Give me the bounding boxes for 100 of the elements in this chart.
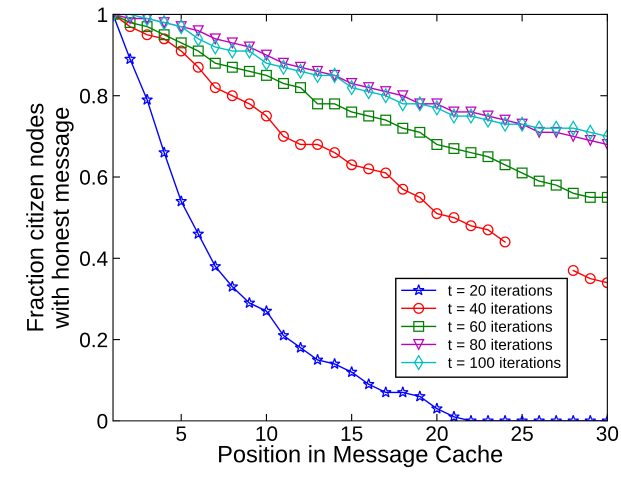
point	[142, 21, 153, 32]
point	[192, 46, 204, 56]
point	[431, 98, 442, 110]
point	[278, 78, 289, 90]
point	[294, 342, 306, 353]
point	[260, 110, 272, 122]
point	[243, 296, 256, 308]
point	[210, 33, 221, 44]
point	[448, 410, 460, 421]
point	[175, 195, 188, 207]
point	[210, 82, 221, 94]
point	[312, 354, 324, 366]
point	[312, 66, 324, 77]
point	[312, 139, 324, 150]
point	[584, 273, 596, 284]
point	[465, 106, 476, 118]
point	[142, 29, 153, 40]
point	[329, 98, 340, 110]
x-axis-title: Position in Message Cache	[219, 445, 502, 468]
point	[568, 130, 579, 142]
point	[346, 366, 358, 378]
point	[260, 50, 272, 61]
legend-label: t = 100 iterations	[448, 356, 561, 368]
point	[396, 386, 409, 398]
point	[550, 180, 562, 191]
point	[158, 146, 170, 158]
point	[226, 37, 238, 48]
point	[363, 82, 374, 94]
x-tick-label: 30	[596, 426, 618, 442]
point	[550, 126, 562, 138]
point	[124, 17, 136, 28]
point	[397, 90, 408, 102]
y-tick-label: 0.8	[80, 88, 108, 104]
point	[210, 58, 221, 69]
point	[500, 114, 511, 126]
x-tick-label: 5	[176, 426, 186, 442]
point	[328, 358, 341, 370]
point	[380, 167, 392, 178]
point	[158, 33, 170, 44]
y-tick-label: 1	[98, 8, 108, 22]
point	[568, 188, 579, 199]
point	[414, 390, 426, 402]
point	[226, 90, 238, 102]
legend-label: t = 80 iterations	[448, 338, 552, 350]
y-tick-label: 0.2	[80, 332, 108, 348]
point	[500, 236, 511, 248]
point	[295, 139, 306, 150]
point	[516, 167, 528, 178]
y-tick-label: 0.4	[80, 251, 108, 266]
point	[176, 46, 187, 56]
y-tick-label: 0.6	[80, 170, 108, 185]
point	[534, 176, 545, 187]
point	[192, 62, 204, 73]
point	[226, 280, 238, 292]
point	[584, 134, 596, 146]
point	[380, 86, 392, 98]
point	[124, 21, 136, 32]
point	[244, 66, 255, 77]
point	[414, 192, 426, 203]
point	[209, 260, 222, 272]
point	[260, 304, 272, 316]
point	[397, 122, 408, 134]
point	[431, 208, 442, 220]
point	[465, 147, 476, 158]
point	[568, 265, 579, 276]
point	[448, 212, 460, 224]
point	[329, 147, 340, 158]
point	[192, 228, 204, 240]
x-tick-label: 20	[426, 426, 448, 442]
point	[278, 329, 290, 341]
point	[363, 163, 374, 174]
legend-label: t = 40 iterations	[448, 302, 552, 314]
point	[380, 114, 392, 126]
point	[278, 58, 289, 69]
point	[295, 82, 306, 94]
y-axis-title: Fraction citizen nodes with honest message	[26, 104, 74, 331]
y-tick-label: 0	[97, 414, 108, 429]
point	[244, 41, 255, 52]
point	[362, 378, 375, 390]
point	[295, 62, 306, 73]
point	[192, 25, 204, 36]
point	[363, 110, 374, 122]
point	[278, 130, 289, 142]
x-tick-label: 25	[512, 426, 533, 442]
point	[244, 98, 255, 110]
x-tick-label: 10	[256, 426, 278, 442]
point	[482, 224, 494, 236]
point	[534, 126, 545, 138]
point	[312, 98, 324, 110]
legend-label: t = 20 iterations	[448, 284, 552, 296]
point	[431, 139, 442, 150]
point	[482, 151, 494, 162]
point	[584, 192, 596, 203]
point	[226, 62, 238, 73]
point	[346, 78, 358, 90]
point	[397, 184, 408, 195]
point	[260, 70, 272, 81]
point	[346, 106, 358, 118]
point	[465, 220, 476, 232]
line-series	[113, 14, 608, 421]
